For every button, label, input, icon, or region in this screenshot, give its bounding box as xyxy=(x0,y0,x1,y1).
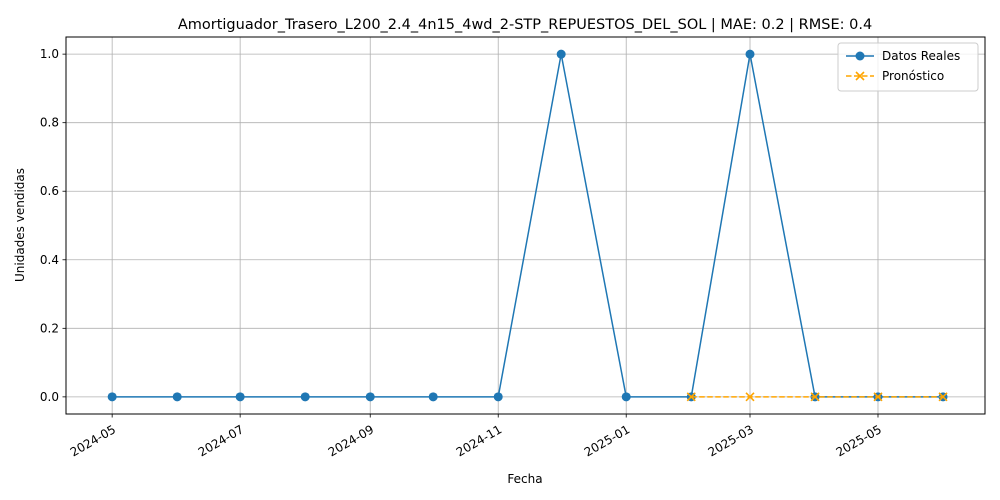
x-marker-stroke xyxy=(810,392,820,402)
plot-frame xyxy=(65,36,986,415)
data-point xyxy=(107,392,117,402)
data-point xyxy=(938,392,948,402)
y-axis-label: Unidades vendidas xyxy=(13,168,27,282)
x-marker-stroke xyxy=(873,392,883,402)
legend-marker-pronostico xyxy=(855,71,865,81)
y-tick-label: 0.2 xyxy=(40,321,59,335)
y-tick-label: 0.6 xyxy=(40,184,59,198)
legend: Datos Reales Pronóstico xyxy=(837,42,979,92)
data-point xyxy=(493,392,503,402)
legend-label-datos-reales: Datos Reales xyxy=(882,49,960,63)
legend-marker-datos-reales xyxy=(855,51,865,61)
y-tick-label: 0.4 xyxy=(40,253,59,267)
x-marker-stroke xyxy=(938,392,948,402)
data-point xyxy=(621,392,631,402)
series-line xyxy=(112,53,944,398)
legend-x-marker xyxy=(855,71,865,81)
data-point xyxy=(428,392,438,402)
data-point xyxy=(235,392,245,402)
data-point xyxy=(745,392,755,402)
series-layer xyxy=(107,49,948,402)
data-point xyxy=(745,49,755,59)
data-point xyxy=(300,392,310,402)
data-point xyxy=(556,49,566,59)
y-tick-label: 0.8 xyxy=(40,116,59,130)
data-point xyxy=(365,392,375,402)
y-tick-label: 0.0 xyxy=(40,390,59,404)
legend-frame xyxy=(837,42,979,92)
x-marker-stroke xyxy=(745,392,755,402)
data-point xyxy=(810,392,820,402)
data-point xyxy=(172,392,182,402)
x-axis-label: Fecha xyxy=(507,472,542,486)
data-point xyxy=(873,392,883,402)
x-marker-stroke xyxy=(686,392,696,402)
y-tick-label: 1.0 xyxy=(40,47,59,61)
x-marker-stroke xyxy=(855,71,865,81)
chart-title: Amortiguador_Trasero_L200_2.4_4n15_4wd_2… xyxy=(178,17,872,33)
legend-label-pronostico: Pronóstico xyxy=(882,69,944,83)
series-pronostico xyxy=(686,392,948,402)
data-point xyxy=(686,392,696,402)
